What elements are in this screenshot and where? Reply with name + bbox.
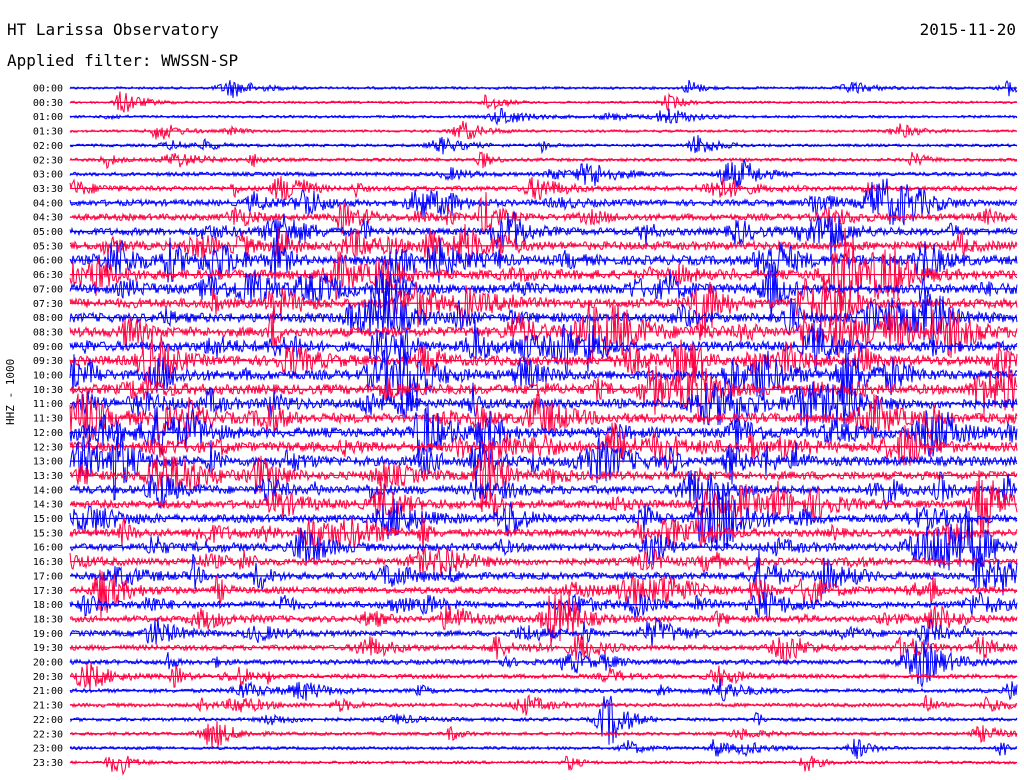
trace-line: [69, 617, 1018, 648]
time-tick-label: 10:00: [33, 371, 63, 382]
time-tick-label: 11:30: [33, 414, 63, 425]
time-tick-label: 10:30: [33, 385, 63, 396]
trace-line: [69, 422, 1018, 469]
trace-line: [69, 261, 1018, 320]
trace-line: [69, 470, 1018, 511]
trace-line: [69, 178, 1018, 226]
time-tick-label: 22:00: [33, 715, 63, 726]
trace-line: [69, 273, 1018, 338]
trace-line: [69, 639, 1018, 689]
time-tick-label: 11:00: [33, 399, 63, 410]
time-tick-label: 02:00: [33, 141, 63, 152]
trace-line: [69, 107, 1018, 126]
time-tick-label: 06:30: [33, 270, 63, 281]
trace-line: [69, 224, 1018, 265]
trace-line: [69, 633, 1018, 665]
time-label-group: 00:00 00:30 01:00 01:30 02:00 02:30 03:00 03:30…: [33, 84, 63, 769]
trace-line: [69, 506, 1018, 578]
time-tick-label: 13:30: [33, 471, 63, 482]
time-tick-label: 04:00: [33, 198, 63, 209]
date-label: 2015-11-20: [919, 20, 1016, 39]
trace-line: [69, 175, 1018, 201]
time-tick-label: 08:00: [33, 313, 63, 324]
time-tick-label: 20:00: [33, 658, 63, 669]
trace-line: [69, 403, 1018, 464]
time-tick-label: 00:30: [33, 98, 63, 109]
trace-line: [69, 228, 1018, 286]
time-tick-label: 16:30: [33, 557, 63, 568]
trace-line: [69, 290, 1018, 348]
time-tick-label: 00:00: [33, 84, 63, 95]
trace-group: [69, 79, 1018, 776]
time-tick-label: 18:00: [33, 600, 63, 611]
time-tick-label: 21:30: [33, 701, 63, 712]
time-tick-label: 15:00: [33, 514, 63, 525]
time-tick-label: 09:00: [33, 342, 63, 353]
time-tick-label: 19:00: [33, 629, 63, 640]
time-tick-label: 15:30: [33, 528, 63, 539]
time-tick-label: 07:30: [33, 299, 63, 310]
time-tick-label: 14:00: [33, 485, 63, 496]
time-tick-label: 17:30: [33, 586, 63, 597]
time-tick-label: 13:00: [33, 457, 63, 468]
trace-line: [69, 334, 1018, 394]
trace-line: [69, 227, 1018, 315]
observatory-title: HT Larissa Observatory: [7, 20, 219, 39]
trace-line: [69, 135, 1018, 155]
time-tick-label: 08:30: [33, 327, 63, 338]
time-tick-label: 01:30: [33, 127, 63, 138]
trace-line: [69, 389, 1018, 446]
time-tick-label: 16:00: [33, 543, 63, 554]
trace-line: [69, 593, 1018, 645]
trace-line: [69, 516, 1018, 555]
time-tick-label: 02:30: [33, 155, 63, 166]
trace-line: [69, 549, 1018, 599]
time-tick-label: 05:00: [33, 227, 63, 238]
time-tick-label: 06:00: [33, 256, 63, 267]
time-tick-label: 20:30: [33, 672, 63, 683]
trace-line: [69, 483, 1018, 551]
trace-line: [69, 440, 1018, 513]
time-tick-label: 09:30: [33, 356, 63, 367]
time-tick-label: 21:00: [33, 686, 63, 697]
time-tick-label: 22:30: [33, 729, 63, 740]
time-tick-label: 14:30: [33, 500, 63, 511]
trace-line: [69, 755, 1018, 776]
time-tick-label: 23:00: [33, 744, 63, 755]
trace-line: [69, 301, 1018, 362]
trace-line: [69, 79, 1018, 98]
time-tick-label: 23:30: [33, 758, 63, 769]
trace-line: [69, 694, 1018, 716]
trace-line: [69, 120, 1017, 140]
time-tick-label: 04:30: [33, 213, 63, 224]
trace-line: [69, 192, 1018, 235]
time-tick-label: 18:30: [33, 614, 63, 625]
time-tick-label: 07:00: [33, 284, 63, 295]
time-tick-label: 19:30: [33, 643, 63, 654]
time-tick-label: 12:30: [33, 442, 63, 453]
time-tick-label: 05:30: [33, 241, 63, 252]
time-tick-label: 03:30: [33, 184, 63, 195]
time-tick-label: 01:00: [33, 112, 63, 123]
filter-label: Applied filter: WWSSN-SP: [7, 51, 239, 70]
time-tick-label: 17:00: [33, 571, 63, 582]
trace-line: [69, 678, 1018, 702]
time-tick-label: 12:00: [33, 428, 63, 439]
time-tick-label: 03:00: [33, 170, 63, 181]
